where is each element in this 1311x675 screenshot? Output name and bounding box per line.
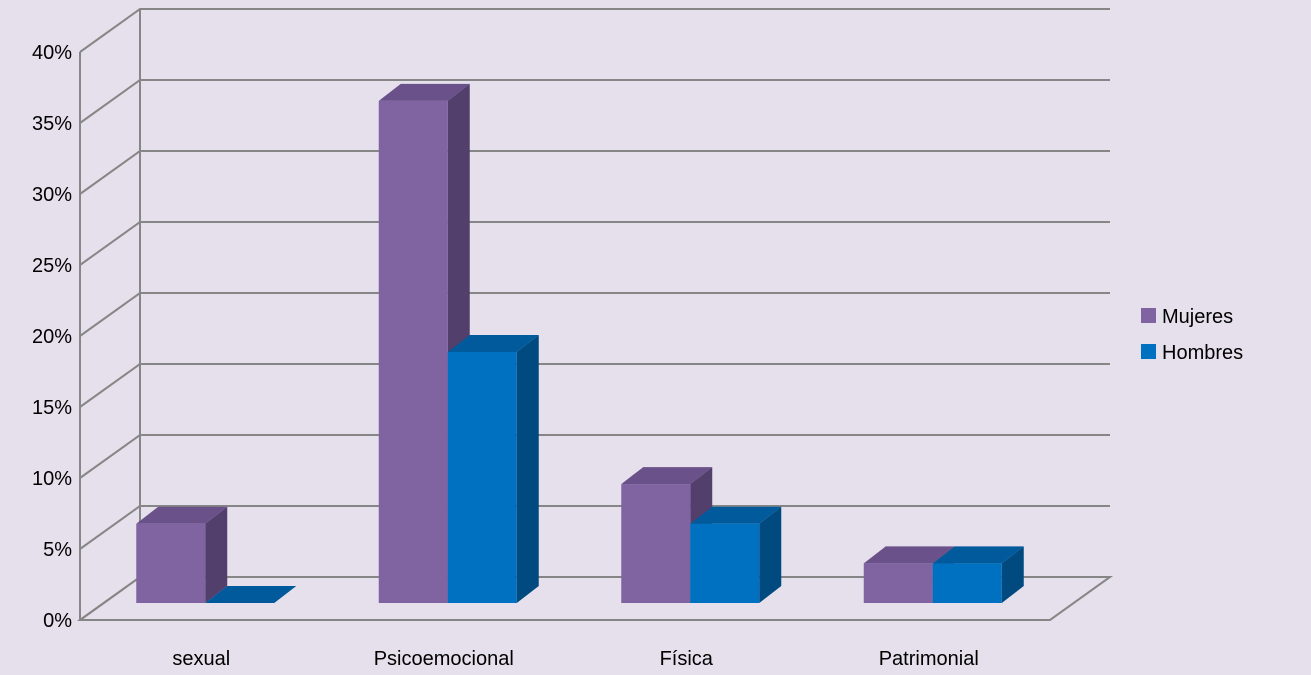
y-tick-label: 10% (32, 468, 72, 490)
y-tick-label: 0% (43, 610, 72, 632)
bar-side (759, 506, 782, 603)
chart-walls (76, 9, 1114, 621)
y-tick-label: 40% (32, 42, 72, 64)
legend-entry: Mujeres (1162, 306, 1233, 328)
bar-front (863, 563, 933, 603)
bar-top (205, 586, 297, 603)
bars (136, 83, 1024, 604)
bar-front (932, 563, 1002, 603)
bar-front (447, 351, 517, 603)
y-tick-label: 15% (32, 397, 72, 419)
bar-front (621, 484, 691, 603)
bar-side (516, 334, 539, 603)
gridline (79, 221, 1110, 266)
gridline (79, 505, 1110, 550)
gridline (79, 79, 1110, 124)
legend-entry: Hombres (1162, 342, 1243, 364)
y-tick-label: 5% (43, 539, 72, 561)
x-tick-label: Física (660, 648, 714, 670)
bar-top (447, 334, 539, 352)
gridline (79, 363, 1110, 408)
bar-side (205, 506, 228, 603)
bar (447, 334, 539, 603)
gridline (79, 150, 1110, 195)
bar (205, 586, 297, 603)
legend-swatch (1141, 344, 1156, 359)
gridlines (79, 8, 1110, 621)
bar-top (378, 83, 470, 101)
legend-swatch (1141, 308, 1156, 323)
y-axis-tick-labels: 0% 5% 10% 15% 20% 25% 30% 35% 40% (32, 42, 72, 632)
bar-front (690, 523, 760, 603)
y-tick-label: 20% (32, 326, 72, 348)
y-tick-label: 35% (32, 113, 72, 135)
x-axis-tick-labels: sexual Psicoemocional Física Patrimonial (172, 648, 978, 670)
bar (932, 546, 1024, 603)
y-tick-label: 30% (32, 184, 72, 206)
legend: Mujeres Hombres (1141, 306, 1243, 364)
gridline (79, 292, 1110, 337)
bar-top (690, 506, 782, 524)
bar-top (621, 467, 713, 485)
bar (136, 506, 228, 603)
x-tick-label: Psicoemocional (374, 648, 514, 670)
x-tick-label: sexual (172, 648, 230, 670)
bar-front (136, 523, 206, 603)
y-tick-label: 25% (32, 255, 72, 277)
x-tick-label: Patrimonial (879, 648, 979, 670)
gridline (79, 8, 1110, 53)
bar-top (863, 546, 955, 564)
bar-top (136, 506, 228, 524)
bar (690, 506, 782, 603)
bar-side (1001, 546, 1024, 603)
bar-top (932, 546, 1024, 564)
bar-front (378, 100, 448, 604)
gridline (79, 434, 1110, 479)
